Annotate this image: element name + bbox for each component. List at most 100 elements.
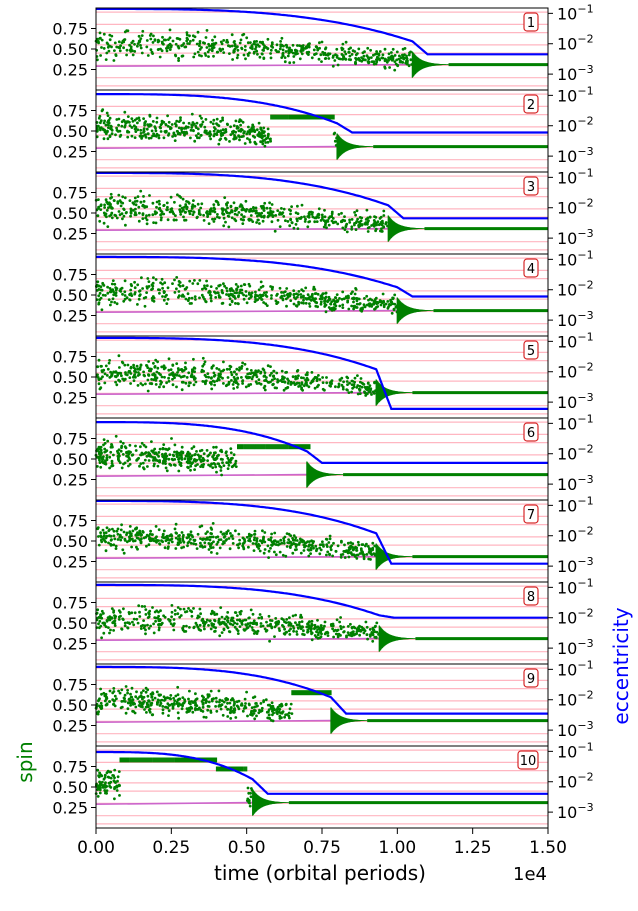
spin-point (332, 54, 335, 58)
spin-point (262, 699, 266, 702)
spin-point (165, 302, 169, 305)
spin-point (269, 137, 272, 141)
spin-point (285, 618, 289, 621)
spin-point (149, 32, 153, 36)
spin-point (279, 40, 282, 43)
spin-point (110, 132, 114, 136)
spin-point (249, 383, 253, 386)
spin-point (276, 218, 280, 222)
spin-point (247, 702, 251, 706)
spin-point (232, 704, 236, 707)
spin-point (286, 220, 290, 223)
spin-point (162, 212, 166, 216)
spin-point (96, 58, 99, 62)
spin-point (152, 34, 155, 38)
spin-point (159, 373, 162, 377)
spin-point (118, 691, 122, 695)
spin-point (259, 622, 263, 625)
spin-point (248, 140, 252, 144)
spin-point (108, 44, 111, 48)
spin-point (132, 363, 136, 367)
spin-point (219, 538, 223, 541)
spin-point (282, 388, 286, 392)
spin-point (158, 202, 161, 206)
spin-point (209, 627, 213, 631)
spin-point (207, 375, 211, 379)
spin-point (145, 45, 149, 49)
spin-point (302, 301, 305, 305)
spin-point (326, 300, 329, 304)
spin-point (100, 288, 104, 292)
spin-point (273, 229, 277, 233)
spin-point (160, 375, 164, 379)
spin-point (226, 611, 230, 614)
spin-point (105, 458, 109, 462)
spin-point (240, 376, 243, 379)
spin-point (153, 447, 157, 451)
spin-point (219, 449, 222, 453)
spin-point (173, 612, 177, 616)
spin-point (239, 288, 242, 292)
spin-point (216, 213, 219, 216)
left-tick-label: 0.50 (52, 450, 88, 469)
spin-point (198, 296, 201, 300)
spin-point (136, 374, 140, 377)
spin-point (219, 370, 223, 373)
spin-point (139, 46, 143, 50)
spin-point (131, 53, 135, 57)
spin-point (106, 285, 109, 289)
spin-point (375, 55, 379, 59)
spin-point (236, 45, 239, 49)
spin-point (115, 529, 119, 533)
spin-point (100, 451, 103, 455)
spin-point (102, 537, 105, 541)
spin-point (284, 702, 288, 706)
spin-point (228, 297, 232, 301)
spin-point (129, 288, 133, 292)
spin-point (366, 381, 370, 385)
spin-point (310, 371, 314, 374)
spin-point (109, 303, 112, 307)
spin-point (96, 280, 100, 284)
spin-point (133, 50, 137, 53)
spin-point (240, 47, 244, 51)
spin-point (191, 368, 195, 372)
spin-point (144, 632, 147, 636)
spin-point (183, 132, 186, 136)
spin-point (109, 534, 113, 538)
spin-point (184, 287, 188, 291)
spin-point (212, 203, 216, 207)
spin-point (234, 283, 238, 286)
spin-point (182, 540, 186, 544)
spin-point (318, 631, 322, 634)
spin-point (123, 279, 127, 283)
spin-point (174, 214, 177, 218)
spin-point (193, 370, 197, 374)
spin-point (156, 464, 160, 468)
spin-point (232, 49, 236, 52)
spin-point (295, 539, 299, 542)
spin-point (278, 225, 282, 229)
spin-point (157, 136, 161, 140)
spin-point (401, 53, 404, 57)
left-tick-label: 0.50 (52, 532, 88, 551)
spin-point (352, 300, 355, 304)
spin-point (193, 468, 197, 471)
spin-point (251, 134, 255, 138)
spin-point (225, 286, 228, 290)
right-tick-label: 10−1 (557, 576, 594, 597)
spin-point (217, 142, 221, 146)
spin-point (142, 200, 146, 203)
spin-point (96, 526, 100, 529)
spin-point (231, 383, 235, 386)
spin-point (126, 130, 129, 134)
spin-point (281, 48, 285, 52)
spin-point (288, 545, 292, 548)
spin-point (369, 388, 372, 392)
spin-point (353, 376, 357, 380)
spin-point (366, 230, 370, 233)
spin-point (229, 534, 233, 538)
spin-point (222, 224, 226, 228)
spin-point (357, 57, 361, 60)
spin-point (184, 218, 188, 222)
